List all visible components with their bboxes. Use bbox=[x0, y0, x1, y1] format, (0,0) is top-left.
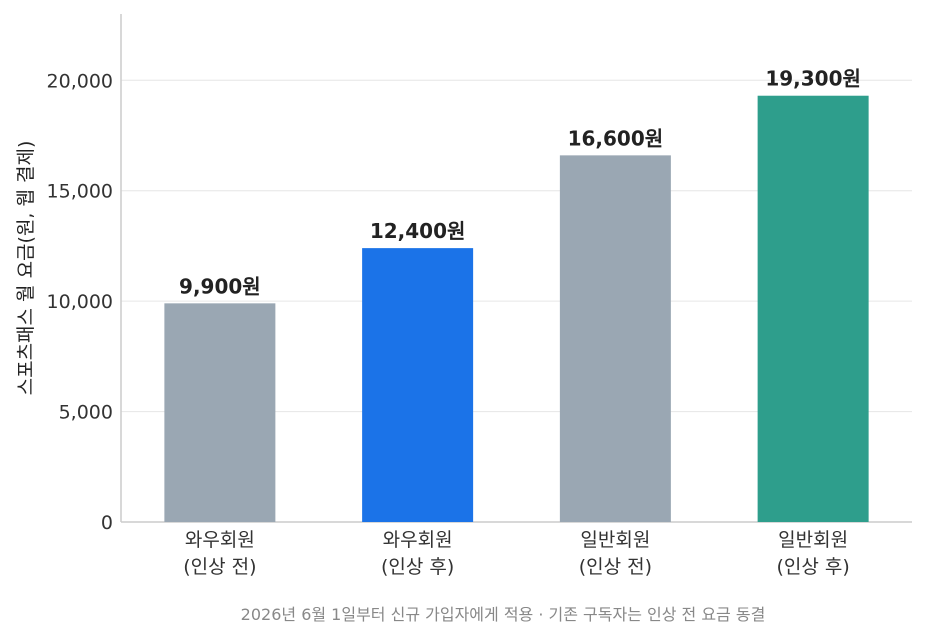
x-category-label: (인상 전) bbox=[579, 556, 652, 578]
y-tick-label: 5,000 bbox=[59, 402, 113, 424]
bar bbox=[559, 155, 671, 523]
bar bbox=[164, 303, 276, 522]
data-labels: 9,900원 12,400원 16,600원 19,300원 bbox=[179, 67, 861, 299]
x-category-label: 와우회원 bbox=[383, 529, 453, 551]
y-tick-label: 15,000 bbox=[47, 181, 113, 203]
y-tick-labels: 0 5,000 10,000 15,000 20,000 bbox=[47, 70, 113, 534]
y-axis-title: 스포츠패스 월 요금(원, 웹 결제) bbox=[15, 141, 37, 396]
bar-value-label: 19,300원 bbox=[765, 67, 861, 91]
bars bbox=[164, 95, 869, 523]
y-tick-label: 0 bbox=[101, 512, 113, 534]
bar bbox=[362, 248, 474, 522]
bar-value-label: 12,400원 bbox=[370, 219, 466, 243]
x-category-label: 일반회원 bbox=[580, 529, 650, 551]
footnote: 2026년 6월 1일부터 신규 가입자에게 적용 · 기존 구독자는 인상 전… bbox=[241, 605, 766, 624]
x-category-label: (인상 전) bbox=[183, 556, 256, 578]
y-tick-label: 20,000 bbox=[47, 70, 113, 92]
bar-value-label: 9,900원 bbox=[179, 274, 261, 298]
y-tick-label: 10,000 bbox=[47, 291, 113, 313]
bar-value-label: 16,600원 bbox=[568, 126, 664, 150]
bar bbox=[757, 95, 869, 522]
x-category-labels: 와우회원 (인상 전) 와우회원 (인상 후) 일반회원 (인상 전) 일반회원 (인상 후) bbox=[183, 529, 850, 578]
x-category-label: 와우회원 bbox=[185, 529, 255, 551]
x-category-label: 일반회원 bbox=[778, 529, 848, 551]
x-category-label: (인상 후) bbox=[381, 556, 454, 578]
x-category-label: (인상 후) bbox=[776, 556, 849, 578]
